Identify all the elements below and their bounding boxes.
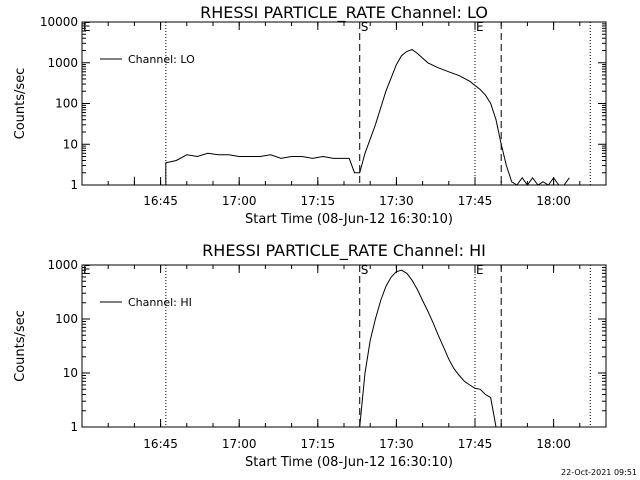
x-tick-label: 16:45 [143, 194, 178, 208]
x-axis-label: Start Time (08-Jun-12 16:30:10) [245, 212, 453, 227]
y-tick-label: 1 [70, 420, 78, 434]
event-marker-label: E [476, 20, 484, 34]
y-tick-label: 10 [63, 366, 78, 380]
x-tick-label: 17:00 [222, 437, 257, 451]
y-axis-label: Counts/sec [13, 310, 28, 382]
panel-lo: RHESSI PARTICLE_RATE Channel: LO 1 10 100 10… [13, 3, 607, 227]
y-tick-label: 10000 [40, 15, 78, 29]
panel-hi: RHESSI PARTICLE_RATE Channel: HI 1 10 100 10… [13, 241, 607, 470]
x-tick-label: 17:30 [379, 437, 414, 451]
x-tick-label: 18:00 [536, 194, 571, 208]
y-tick-label: 1000 [47, 258, 78, 272]
plot-frame [81, 264, 607, 428]
y-tick-label: 10 [63, 137, 78, 151]
y-tick-label: 1 [70, 178, 78, 192]
chart-title: RHESSI PARTICLE_RATE Channel: LO [200, 3, 488, 23]
event-marker-label: S [361, 20, 369, 34]
event-marker-label: E [83, 263, 91, 277]
series-line [359, 269, 497, 428]
plot-frame [81, 21, 607, 186]
event-marker-label: E [476, 263, 484, 277]
x-tick-label: 17:45 [458, 437, 493, 451]
chart-title: RHESSI PARTICLE_RATE Channel: HI [202, 241, 486, 261]
x-tick-label: 17:45 [458, 194, 493, 208]
x-tick-label: 17:30 [379, 194, 414, 208]
legend-label: Channel: HI [128, 296, 192, 309]
x-tick-label: 17:15 [301, 194, 336, 208]
x-axis-label: Start Time (08-Jun-12 16:30:10) [245, 455, 453, 470]
event-marker-label: E [83, 20, 91, 34]
x-tick-label: 17:00 [222, 194, 257, 208]
y-tick-label: 100 [55, 97, 78, 111]
series-line [133, 49, 570, 186]
x-tick-label: 17:15 [301, 437, 336, 451]
y-axis-label: Counts/sec [13, 68, 28, 140]
x-tick-label: 16:45 [143, 437, 178, 451]
x-tick-label: 18:00 [536, 437, 571, 451]
footer-timestamp: 22-Oct-2021 09:51 [561, 468, 637, 477]
event-marker-label: S [361, 263, 369, 277]
y-tick-label: 1000 [47, 56, 78, 70]
legend-label: Channel: LO [128, 53, 195, 66]
y-tick-label: 100 [55, 312, 78, 326]
